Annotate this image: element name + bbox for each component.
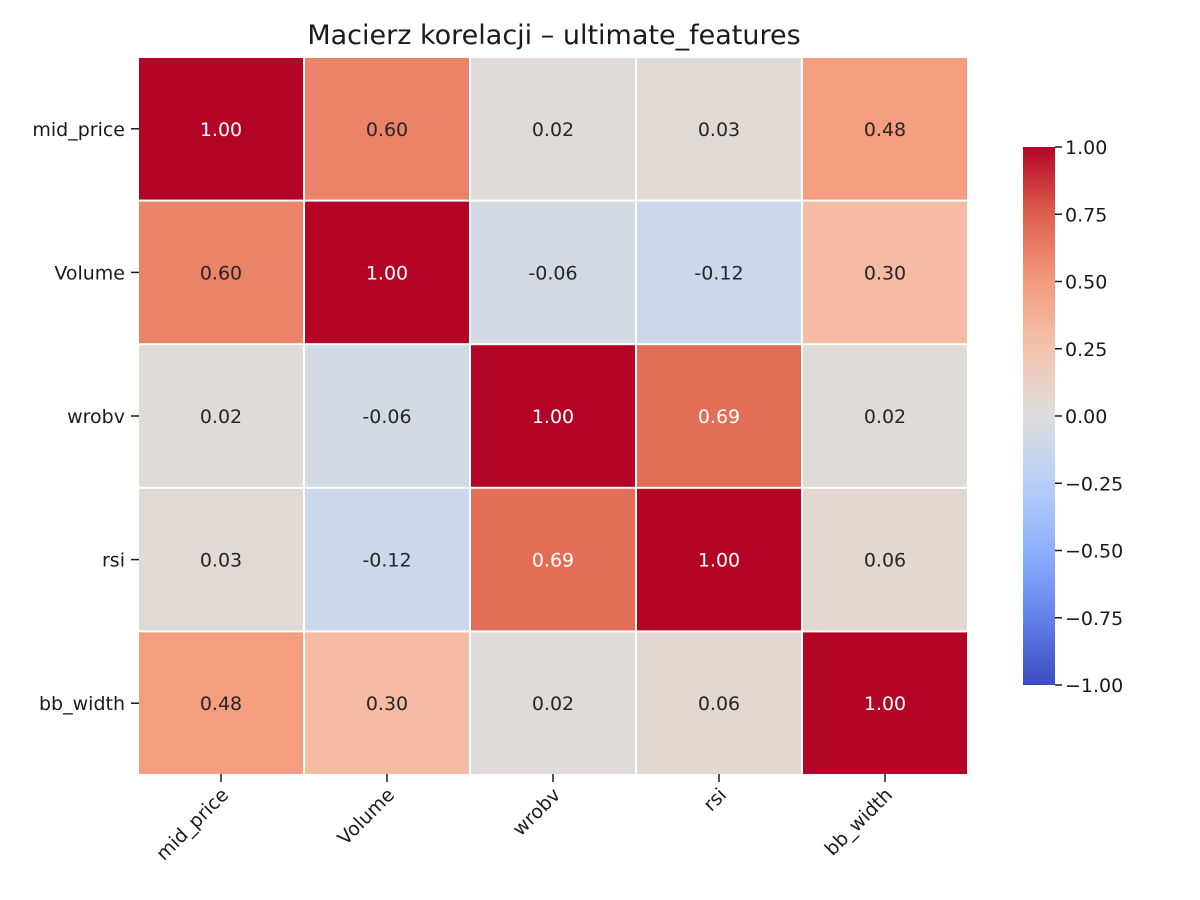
colorbar-tick-label-6: −0.50 (1065, 541, 1123, 563)
heatmap-cell-label-r2-c1: -0.06 (362, 406, 411, 428)
heatmap-cell-label-r1-c3: -0.12 (694, 262, 743, 284)
heatmap-cell-r2-c3 (637, 345, 801, 487)
heatmap-cell-r4-c4 (803, 632, 967, 774)
heatmap-cell-label-r1-c0: 0.60 (200, 262, 242, 284)
heatmap-cell-label-r4-c3: 0.06 (698, 693, 740, 715)
heatmap-cell-label-r0-c1: 0.60 (366, 119, 408, 141)
x-axis: mid_price Volume wrobv rsi bb_width (152, 774, 897, 865)
heatmap-cell-r4-c1 (305, 632, 469, 774)
heatmap-cell-r2-c2 (471, 345, 635, 487)
heatmap-cell-r1-c1 (305, 201, 469, 344)
colorbar-gradient (1023, 147, 1055, 685)
colorbar-tick-label-3: 0.25 (1065, 339, 1107, 361)
colorbar-tick-label-4: 0.00 (1065, 406, 1107, 428)
heatmap-cell-label-r1-c2: -0.06 (528, 262, 577, 284)
heatmap-cell-label-r4-c1: 0.30 (366, 693, 408, 715)
heatmap-cell-label-r3-c3: 1.00 (698, 550, 740, 572)
heatmap-cell-r4-c2 (471, 632, 635, 774)
heatmap-cell-r4-c3 (637, 632, 801, 774)
heatmap-cell-r0-c4 (803, 58, 967, 200)
heatmap-cell-r3-c2 (471, 488, 635, 631)
heatmap-cell-label-r3-c1: -0.12 (362, 550, 411, 572)
heatmap-cell-r1-c3 (637, 201, 801, 344)
colorbar-tick-label-0: 1.00 (1065, 137, 1107, 159)
y-tick-label-0: mid_price (32, 119, 125, 141)
heatmap-cell-r2-c4 (803, 345, 967, 487)
y-tick-label-2: wrobv (67, 406, 125, 428)
heatmap-cells (139, 58, 967, 774)
y-tick-label-3: rsi (102, 550, 125, 572)
colorbar-tick-label-2: 0.50 (1065, 272, 1107, 294)
heatmap-cell-r1-c4 (803, 201, 967, 344)
y-tick-label-4: bb_width (39, 693, 125, 715)
colorbar-tick-label-8: −1.00 (1065, 675, 1123, 697)
chart-title: Macierz korelacji – ultimate_features (307, 20, 800, 51)
colorbar-tick-label-7: −0.75 (1065, 608, 1123, 630)
heatmap-cell-label-r0-c4: 0.48 (864, 119, 906, 141)
heatmap-cell-r0-c3 (637, 58, 801, 200)
x-tick-label-1: Volume (333, 784, 399, 850)
heatmap-cell-r1-c0 (139, 201, 303, 344)
heatmap-cell-label-r3-c0: 0.03 (200, 550, 242, 572)
heatmap-cell-label-r4-c2: 0.02 (532, 693, 574, 715)
heatmap-cell-label-r2-c3: 0.69 (698, 406, 740, 428)
heatmap-cell-label-r0-c2: 0.02 (532, 119, 574, 141)
heatmap-cell-label-r1-c1: 1.00 (366, 262, 408, 284)
heatmap-cell-r2-c0 (139, 345, 303, 487)
heatmap-cell-label-r3-c4: 0.06 (864, 550, 906, 572)
heatmap-cell-label-r1-c4: 0.30 (864, 262, 906, 284)
heatmap-cell-r1-c2 (471, 201, 635, 344)
heatmap-cell-r3-c4 (803, 488, 967, 631)
colorbar: 1.00 0.75 0.50 0.25 0.00 −0.25 −0.50 −0.75 −1.00 (1023, 137, 1123, 697)
colorbar-tick-label-1: 0.75 (1065, 204, 1107, 226)
heatmap-cell-labels: 1.00 0.60 0.02 0.03 0.48 0.60 1.00 -0.06 -0.12 0.… (200, 119, 906, 715)
heatmap-cell-label-r2-c2: 1.00 (532, 406, 574, 428)
y-axis: mid_price Volume wrobv rsi bb_width (32, 119, 139, 715)
x-tick-label-4: bb_width (821, 784, 897, 860)
heatmap-cell-label-r3-c2: 0.69 (532, 550, 574, 572)
heatmap-cell-r4-c0 (139, 632, 303, 774)
colorbar-tick-label-5: −0.25 (1065, 473, 1123, 495)
y-tick-label-1: Volume (54, 262, 125, 284)
heatmap-cell-label-r2-c4: 0.02 (864, 406, 906, 428)
heatmap-cell-label-r4-c4: 1.00 (864, 693, 906, 715)
heatmap-cell-r0-c1 (305, 58, 469, 200)
heatmap-cell-r3-c1 (305, 488, 469, 631)
heatmap-cell-label-r0-c0: 1.00 (200, 119, 242, 141)
heatmap-cell-r2-c1 (305, 345, 469, 487)
x-tick-label-0: mid_price (152, 784, 233, 865)
heatmap-cell-label-r0-c3: 0.03 (698, 119, 740, 141)
heatmap-cell-r0-c2 (471, 58, 635, 200)
heatmap-cell-r3-c3 (637, 488, 801, 631)
x-tick-label-2: wrobv (509, 784, 565, 840)
x-tick-label-3: rsi (699, 784, 731, 816)
heatmap-cell-r0-c0 (139, 58, 303, 200)
heatmap-cell-r3-c0 (139, 488, 303, 631)
heatmap-cell-label-r4-c0: 0.48 (200, 693, 242, 715)
heatmap-cell-label-r2-c0: 0.02 (200, 406, 242, 428)
